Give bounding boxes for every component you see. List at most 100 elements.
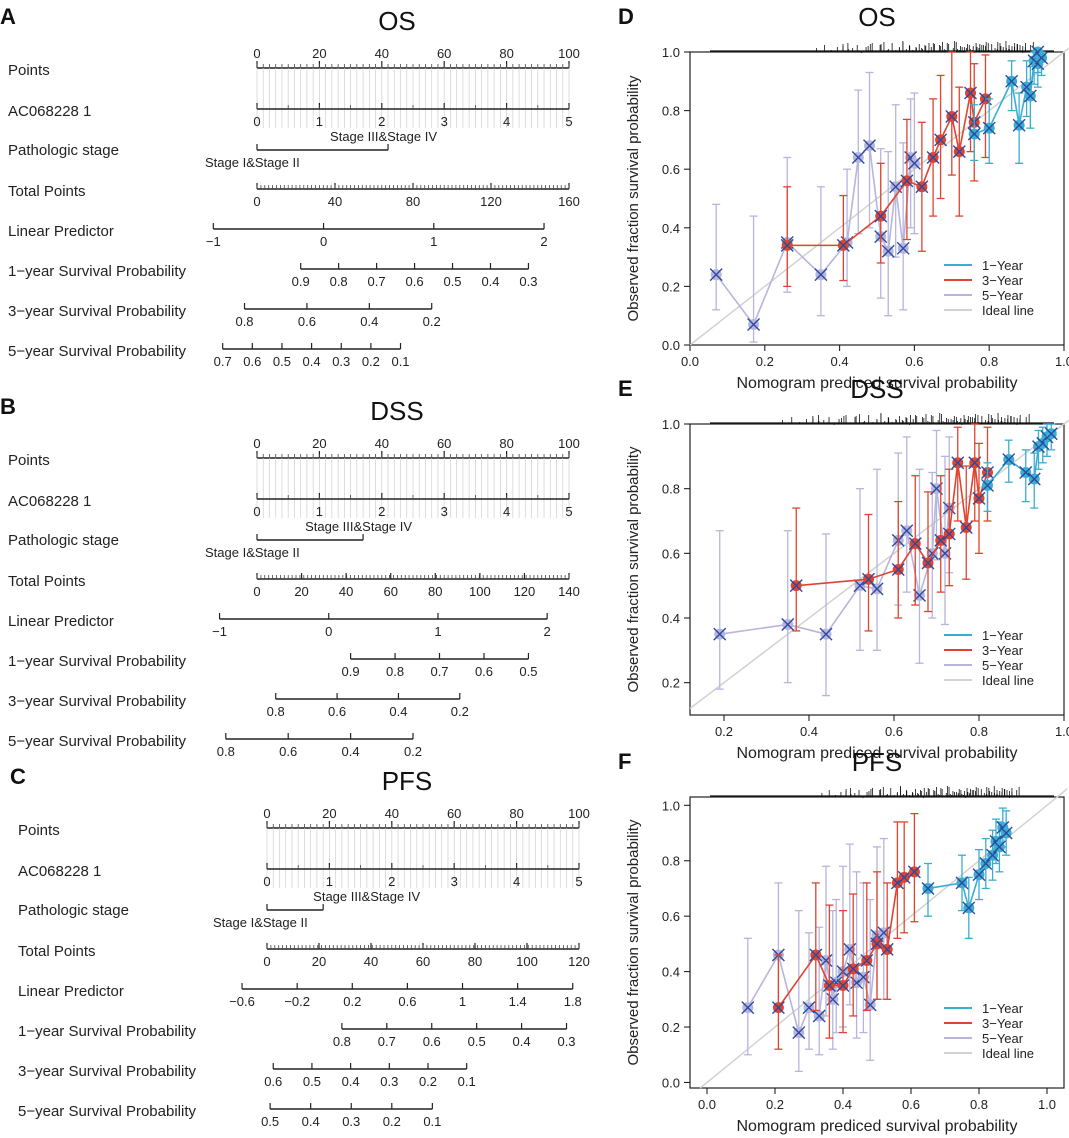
series-5-year	[713, 429, 956, 697]
point-cross	[862, 572, 875, 586]
tick-label-total: 0	[253, 584, 260, 599]
tick-label-surv3: 0.4	[360, 314, 378, 329]
row-label-gene: AC068228 1	[8, 103, 91, 120]
calibration-dss: E DSS 0.2 0.4 0.6 0.8 1.0 0.2 0.4 0.6 0.8 1.0 Nomogr…	[618, 374, 1069, 762]
tick-label-surv5: 0.6	[243, 354, 261, 369]
tick-label-total: 20	[294, 584, 308, 599]
tick-label-surv1: 0.4	[481, 274, 499, 289]
tick-label-surv3: 0.6	[328, 704, 346, 719]
tick-label-surv5: 0.3	[342, 1114, 360, 1129]
point-cross	[780, 238, 794, 252]
point-cross	[900, 524, 914, 538]
tick-label-linear: 0.2	[343, 994, 361, 1009]
stage-upper-label: Stage III&Stage IV	[313, 889, 420, 904]
tick-label-points: 60	[437, 436, 451, 451]
point-cross	[822, 978, 836, 992]
tick-label-surv5: 0.2	[383, 1114, 401, 1129]
row-label-surv1: 1−year Survival Probability	[8, 653, 187, 670]
row-label-surv3: 3−year Survival Probability	[18, 1063, 197, 1080]
tick-label-total: 40	[364, 954, 378, 969]
row-label-surv1: 1−year Survival Probability	[8, 263, 187, 280]
x-tick-label: 0.4	[831, 354, 849, 369]
point-cross	[814, 268, 828, 282]
row-label-gene: AC068228 1	[8, 493, 91, 510]
tick-label-linear: 2	[540, 234, 547, 249]
point-cross	[907, 865, 921, 879]
tick-label-surv3: 0.2	[451, 704, 469, 719]
tick-label-total: 80	[428, 584, 442, 599]
point-cross	[964, 86, 977, 100]
stage-upper-label: Stage III&Stage IV	[305, 519, 412, 534]
point-cross	[967, 127, 981, 141]
tick-label-surv1: 0.7	[368, 274, 386, 289]
row-label-surv1: 1−year Survival Probability	[18, 1023, 197, 1040]
tick-label-total: 40	[328, 194, 342, 209]
point-cross	[921, 881, 935, 895]
tick-label-linear: −1	[212, 624, 227, 639]
legend-label: 1−Year	[982, 1001, 1024, 1016]
point-cross	[709, 268, 723, 282]
tick-label-total: 140	[558, 584, 580, 599]
row-label-total: Total Points	[8, 183, 86, 200]
point-cross	[1023, 89, 1037, 103]
plot-frame	[689, 51, 1065, 346]
tick-label-surv5: 0.4	[342, 744, 360, 759]
y-tick-label: 1.0	[662, 417, 680, 432]
x-axis-label: Nomogram prediced survival probability	[736, 1118, 1017, 1135]
tick-label-gene: 5	[575, 874, 582, 889]
tick-label-linear: −1	[206, 234, 221, 249]
tick-label-gene: 2	[388, 874, 395, 889]
point-cross	[747, 317, 761, 331]
tick-label-gene: 5	[565, 504, 572, 519]
row-label-stage: Pathologic stage	[8, 532, 119, 549]
y-tick-label: 0.8	[662, 104, 680, 119]
tick-label-surv1: 0.9	[292, 274, 310, 289]
tick-label-surv5: 0.7	[214, 354, 232, 369]
tick-label-total: 60	[383, 584, 397, 599]
panel-letter: F	[618, 749, 631, 774]
point-cross	[836, 978, 850, 992]
point-cross	[809, 948, 823, 962]
tick-label-gene: 1	[316, 114, 323, 129]
tick-label-total: 160	[558, 194, 580, 209]
tick-label-surv3: 0.3	[380, 1074, 398, 1089]
point-cross	[934, 133, 948, 147]
tick-label-surv1: 0.8	[330, 274, 348, 289]
tick-label-points: 60	[447, 806, 461, 821]
tick-label-surv5: 0.1	[423, 1114, 441, 1129]
point-cross	[851, 150, 865, 164]
y-tick-label: 0.4	[662, 965, 680, 980]
tick-label-total: 120	[480, 194, 502, 209]
legend-label: 5−Year	[982, 1031, 1024, 1046]
panel-letter: E	[618, 376, 633, 401]
tick-label-gene: 4	[503, 114, 510, 129]
tick-label-points: 40	[385, 806, 399, 821]
tick-label-surv1: 0.3	[519, 274, 537, 289]
tick-label-gene: 1	[316, 504, 323, 519]
point-cross	[915, 180, 929, 194]
tick-label-gene: 3	[441, 114, 448, 129]
tick-label-surv5: 0.3	[332, 354, 350, 369]
point-cross	[802, 1001, 816, 1015]
y-tick-label: 0.0	[662, 338, 680, 353]
tick-label-points: 100	[558, 436, 580, 451]
x-tick-label: 1.0	[1038, 1097, 1056, 1112]
row-label-gene: AC068228 1	[18, 863, 101, 880]
y-tick-label: 1.0	[662, 798, 680, 813]
tick-label-linear: 2	[544, 624, 551, 639]
tick-label-gene: 4	[503, 504, 510, 519]
tick-label-total: 0	[253, 194, 260, 209]
point-cross	[1019, 466, 1033, 479]
panel-letter: B	[0, 394, 16, 419]
x-tick-label: 0.8	[970, 724, 988, 739]
tick-label-gene: 3	[441, 504, 448, 519]
point-cross	[959, 520, 973, 534]
point-cross	[897, 870, 911, 884]
tick-label-gene: 2	[378, 504, 385, 519]
legend-label: 1−Year	[982, 628, 1024, 643]
y-tick-label: 0.4	[662, 221, 680, 236]
x-tick-label: 0.6	[905, 354, 923, 369]
y-tick-label: 1.0	[662, 45, 680, 60]
